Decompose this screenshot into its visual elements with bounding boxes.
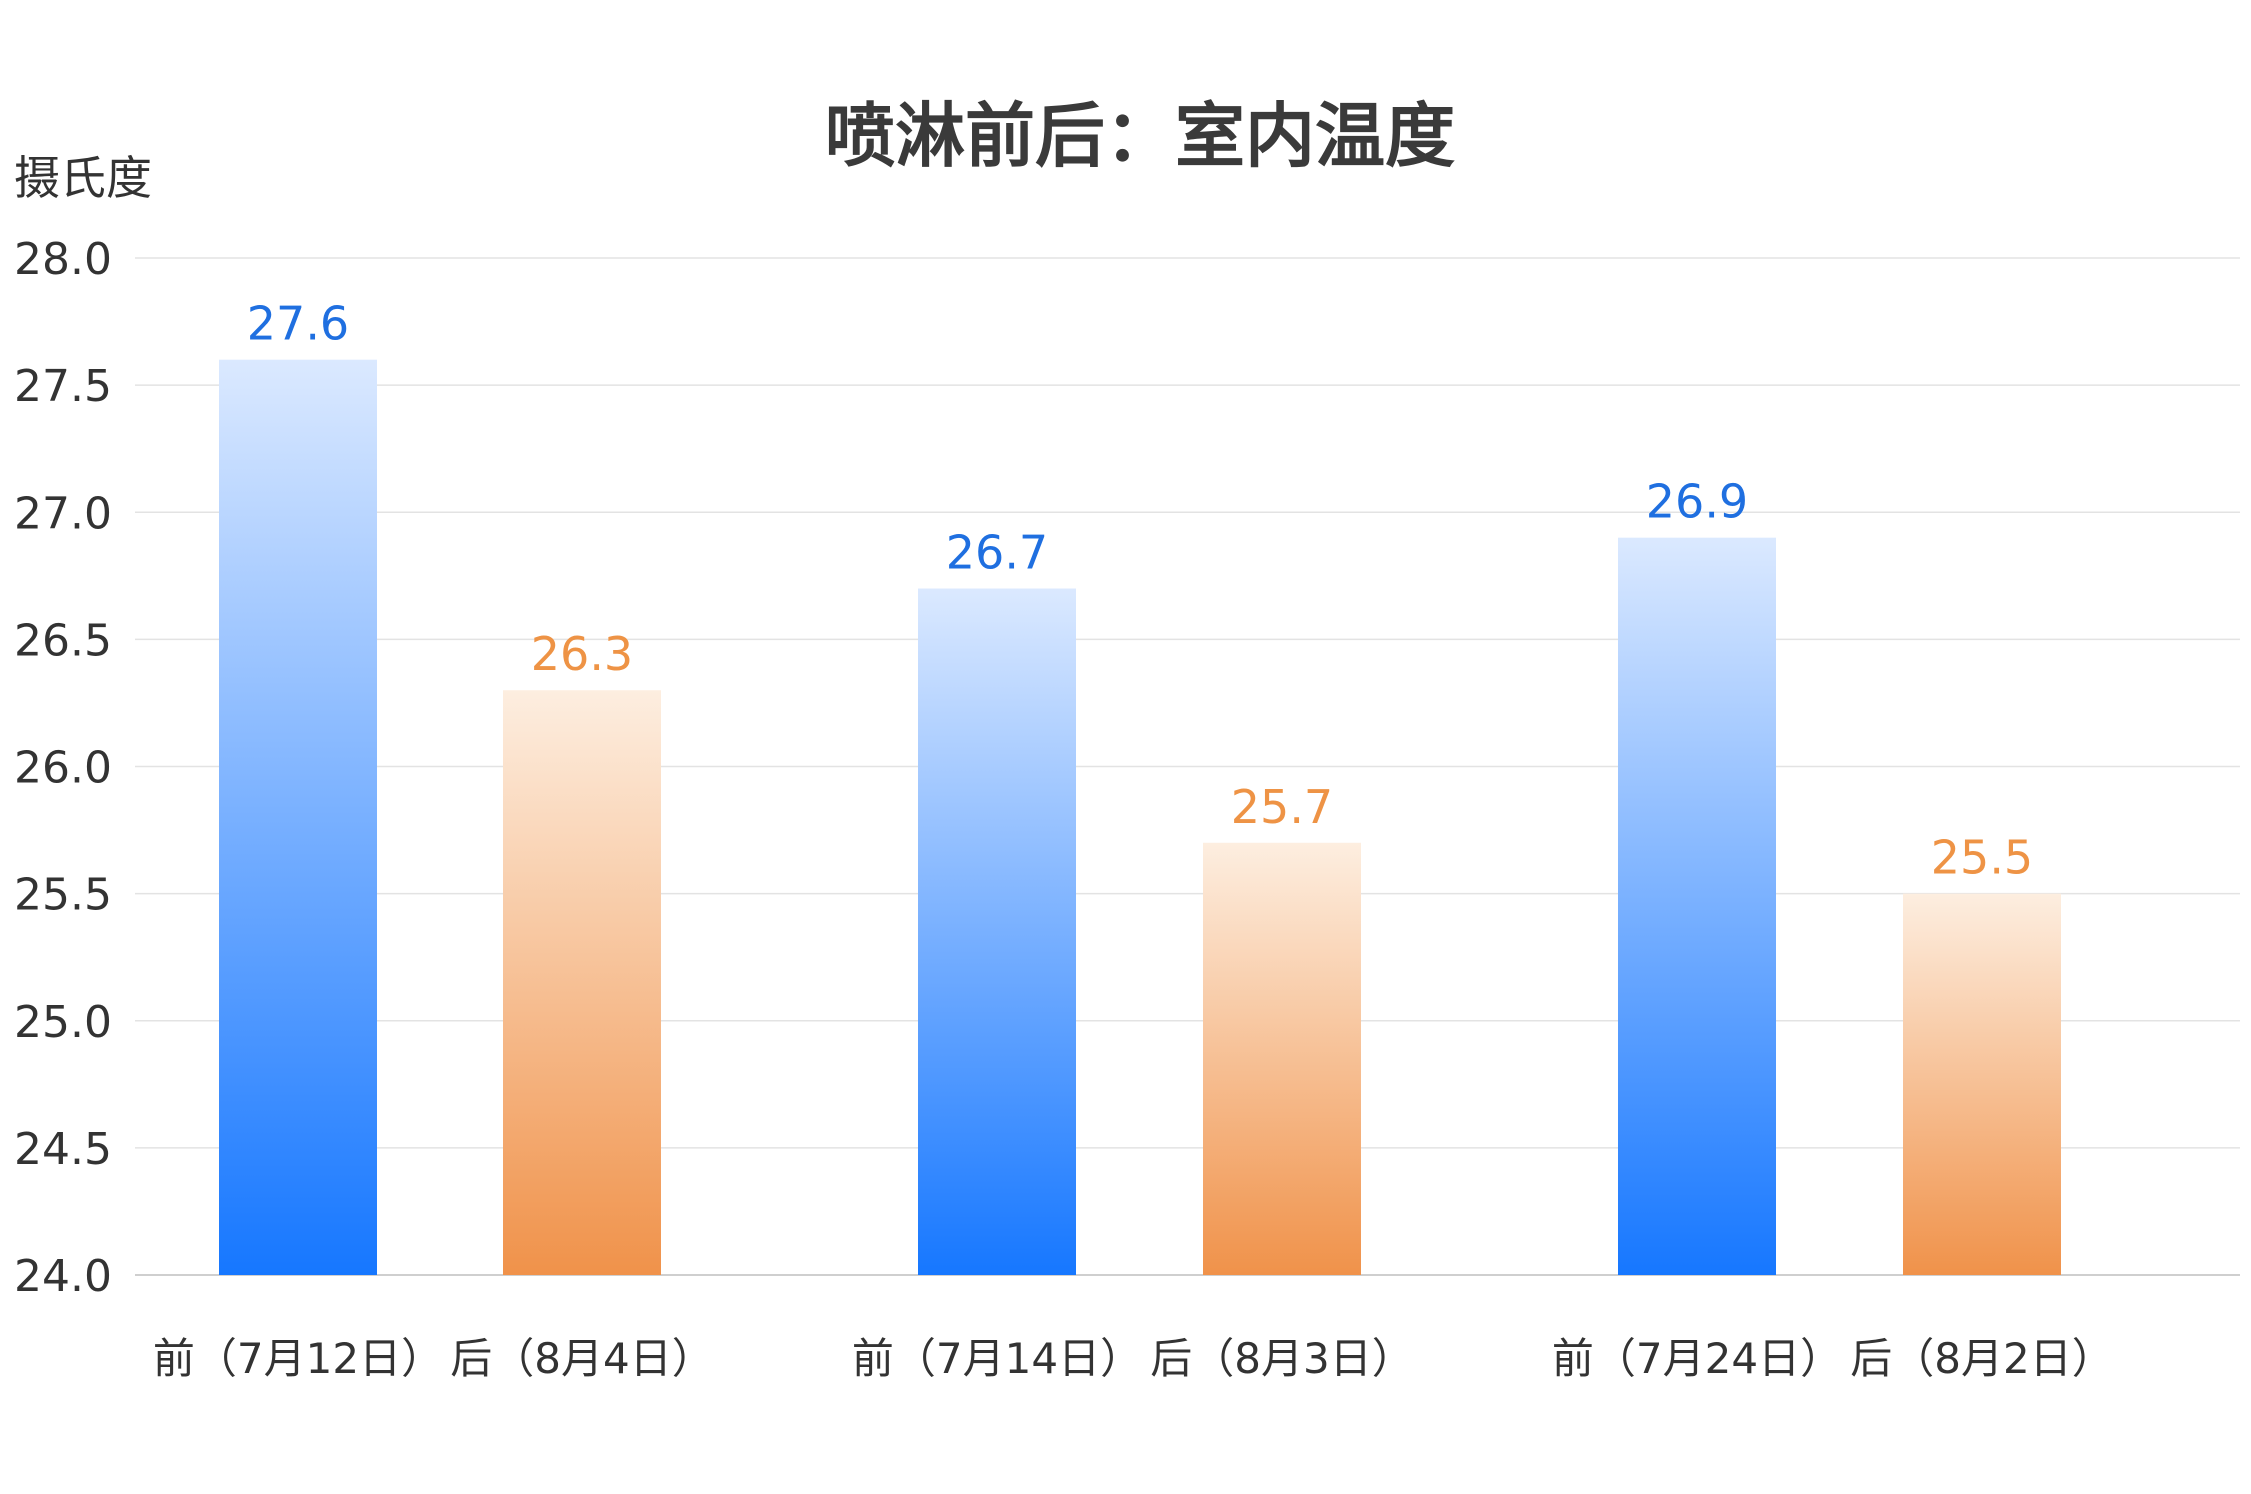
y-axis-ticks: 24.0 24.5 25.0 25.5 26.0 26.5 27.0 27.5 28.0 xyxy=(14,234,112,1302)
bar-value-label: 25.7 xyxy=(1231,780,1333,834)
y-tick-label: 28.0 xyxy=(14,234,112,285)
bar-after xyxy=(1203,842,1361,1275)
bar-value-label: 25.5 xyxy=(1931,831,2033,885)
y-tick-label: 24.5 xyxy=(14,1124,112,1175)
x-axis-ticks: 前（7月12日） 后（8月4日） 前（7月14日） 后（8月3日） 前（7月24日） 后（… xyxy=(153,1334,2114,1383)
bar-before xyxy=(918,588,1076,1275)
y-tick-label: 26.0 xyxy=(14,743,112,794)
y-tick-label: 26.5 xyxy=(14,615,112,666)
y-tick-label: 25.5 xyxy=(14,870,112,921)
chart-title: 喷淋前后：室内温度 xyxy=(825,95,1455,177)
x-tick-label: 前（7月24日） xyxy=(1552,1334,1842,1383)
x-tick-label: 后（8月2日） xyxy=(1850,1334,2113,1383)
bar-value-label: 26.3 xyxy=(531,627,633,681)
y-tick-label: 27.0 xyxy=(14,488,112,539)
bar-value-label: 27.6 xyxy=(247,297,349,351)
bar-value-label: 26.9 xyxy=(1646,475,1748,529)
bar-after xyxy=(503,690,661,1275)
x-tick-label: 后（8月4日） xyxy=(450,1334,713,1383)
bar-after xyxy=(1903,893,2061,1275)
bar-value-label: 26.7 xyxy=(946,526,1048,580)
y-tick-label: 27.5 xyxy=(14,361,112,412)
bar-before xyxy=(1618,537,1776,1275)
y-axis-label: 摄氏度 xyxy=(14,151,152,205)
x-tick-label: 后（8月3日） xyxy=(1150,1334,1413,1383)
gridlines xyxy=(135,257,2240,1276)
y-tick-label: 24.0 xyxy=(14,1251,112,1302)
bars xyxy=(219,359,2061,1275)
x-tick-label: 前（7月12日） xyxy=(153,1334,443,1383)
y-tick-label: 25.0 xyxy=(14,997,112,1048)
bar-before xyxy=(219,359,377,1275)
x-tick-label: 前（7月14日） xyxy=(852,1334,1142,1383)
value-labels: 27.6 26.3 26.7 25.7 26.9 25.5 xyxy=(247,297,2033,885)
